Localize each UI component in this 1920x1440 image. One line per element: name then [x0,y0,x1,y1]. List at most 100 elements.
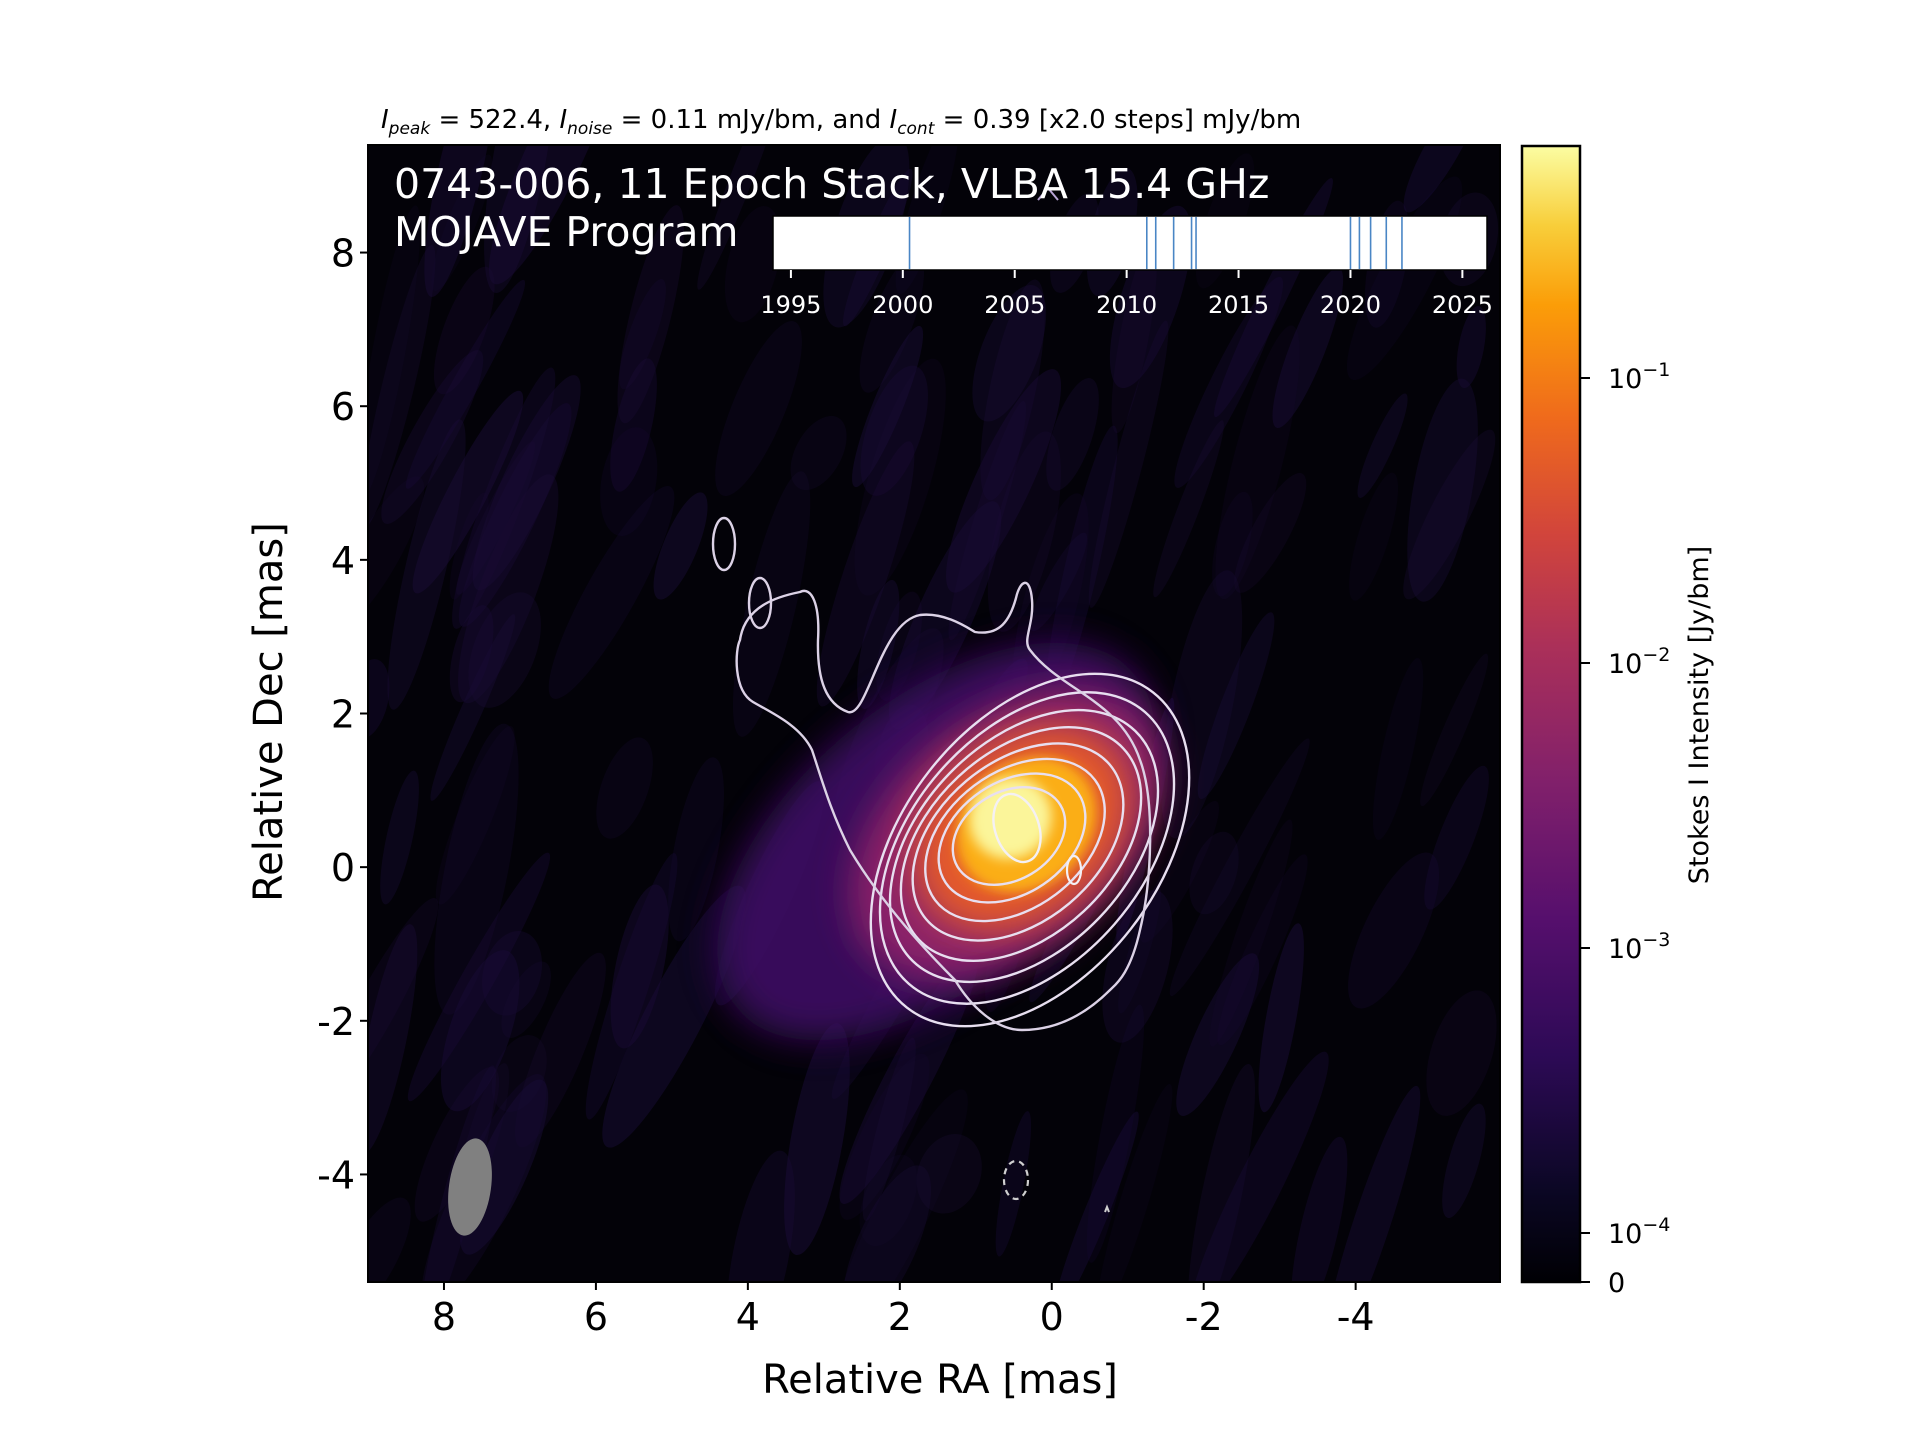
noise-subscript: noise [567,119,612,139]
timeline-tick-label: 2020 [1320,291,1381,319]
x-axis-ticks: 8 6 4 2 0 -2 -4 [432,1282,1375,1339]
noise-streak [1153,420,1224,598]
y-tick-label: -2 [317,1000,355,1044]
noise-streak [857,579,900,710]
noise-streak [1053,1111,1139,1282]
x-tick-label: -4 [1337,1295,1375,1339]
timeline-inset: 1995 2000 2005 2010 2015 2020 2025 [760,215,1493,319]
noise-streak [1403,429,1496,600]
noise-streak [1088,320,1169,608]
noise-streak [839,1053,930,1220]
contour-level [937,772,1087,904]
noise-streak [1357,393,1408,498]
noise-streak [1403,145,1484,213]
noise-streak [368,476,425,632]
timeline-tick-label: 2000 [872,291,933,319]
timeline-tick-label: 2015 [1208,291,1269,319]
noise-streak [668,757,724,942]
noise-streak [653,492,708,600]
plot-title-line2: MOJAVE Program [394,208,738,256]
noise-text: = 0.11 mJy/bm, and [612,105,889,135]
timeline-ticks: 1995 2000 2005 2010 2015 2020 2025 [760,270,1493,319]
noise-streak [948,401,1026,641]
noise-streak [368,245,436,529]
contour-level [911,742,1125,942]
noise-streak [434,723,519,1015]
colorbar-tick-label: 10−1 [1608,359,1670,395]
contour-level [888,708,1160,984]
noise-streak [1197,612,1275,800]
noise-streak [440,950,520,1112]
noise-streak [980,279,1045,501]
noise-streak [610,884,669,1049]
top-contour-fragment [1037,186,1059,201]
timeline-box [772,215,1488,271]
noise-streak [1046,378,1099,491]
colorbar-label: Stokes I Intensity [Jy/bm] [1684,546,1715,884]
noise-streak [1234,472,1307,593]
cont-text: = 0.39 [x2.0 steps] mJy/bm [934,105,1301,135]
noise-streak [1187,1063,1256,1282]
noise-streak [1189,1051,1329,1282]
peak-text: = 522.4, [430,105,559,135]
colorbar-frame [1520,144,1582,1284]
noise-streak [456,441,536,595]
noise-streak [946,369,1062,593]
noise-streak [368,924,418,1154]
noise-streak [484,145,555,294]
noise-streak [1291,1136,1348,1282]
noise-streak [859,1154,918,1247]
noise-streak [839,950,979,1204]
header-stats: Ipeak = 522.4, Inoise = 0.11 mJy/bm, and… [381,105,1301,139]
beam [448,1138,492,1236]
colorbar-tick-label: 0 [1608,1268,1625,1299]
timeline-tick-label: 1995 [760,291,821,319]
y-tick-label: 4 [331,539,355,583]
noise-streak [1372,658,1424,840]
noise-streak [619,278,666,390]
noise-streak [816,441,915,707]
contour-level [951,786,1067,886]
noise-streak [726,1150,795,1282]
contour-level [899,725,1143,963]
noise-streak [987,431,1061,632]
contour-island-2 [747,576,773,630]
noise-streak [412,390,524,594]
x-tick-label: 8 [432,1295,456,1339]
noise-streak [1407,378,1478,602]
peak-subscript: peak [388,119,432,139]
noise-streak [1217,854,1308,1046]
noise-streak [995,1111,1032,1257]
timeline-tick-label: 2010 [1096,291,1157,319]
jet-emission [717,642,1165,1041]
noise-streak [610,358,657,492]
noise-streak [1176,953,1260,1116]
noise-streak [1118,884,1162,1014]
noise-streak [617,205,684,424]
noise-streak [482,930,543,1016]
noise-streak [585,853,678,1120]
y-axis-label: Relative Dec [mas] [246,522,292,902]
noise-streak [1258,923,1304,1113]
colorbar-tick-label: 10−2 [1608,644,1670,680]
noise-streak [1174,276,1284,488]
noise-streak [431,154,493,292]
noise-streak [600,427,658,537]
y-tick-label: 6 [331,385,355,429]
colorbar: 10−1 10−2 10−3 10−4 0 Stokes I Intensity [Jy… [1520,144,1715,1299]
noise-streak [501,961,552,1038]
negative-contour-small [1104,1204,1110,1213]
noise-streak [548,485,675,699]
noise-streak [515,952,606,1148]
emission-core [969,777,1052,860]
timeline-tick-label: 2025 [1432,291,1493,319]
noise-streak [368,205,421,501]
noise-streak [433,266,495,395]
contours [869,672,1191,1028]
x-tick-label: 2 [888,1295,912,1339]
noise-streak [405,279,526,489]
noise-streak [1215,325,1300,600]
noise-streak [414,1066,500,1222]
noise-streak [1096,1083,1173,1282]
